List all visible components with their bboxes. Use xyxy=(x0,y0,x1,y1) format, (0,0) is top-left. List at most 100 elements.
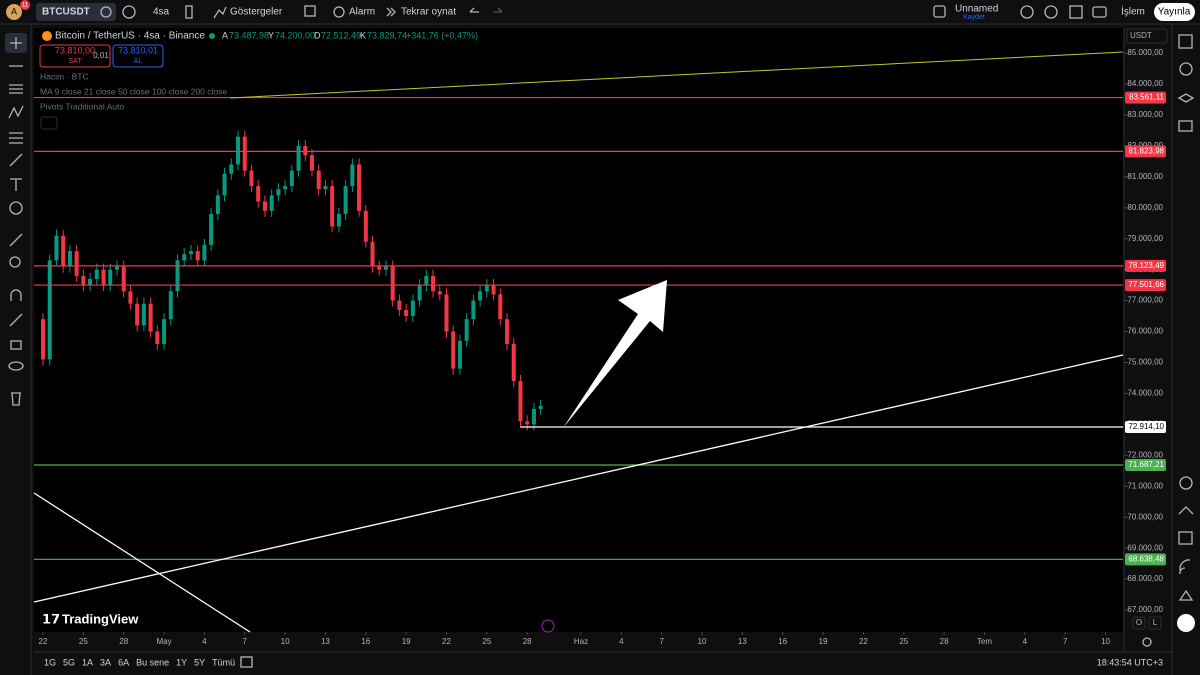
event-marker[interactable] xyxy=(541,619,555,633)
currency-select[interactable] xyxy=(1126,28,1168,44)
candle-body xyxy=(410,300,415,317)
range-button[interactable]: 3A xyxy=(100,657,111,667)
symbol: BTCUSDT xyxy=(42,7,90,18)
chart-type-icon[interactable] xyxy=(185,5,193,19)
interval[interactable]: 4sa xyxy=(153,7,170,18)
measure-tool[interactable] xyxy=(9,233,23,247)
quick-search[interactable] xyxy=(1020,5,1034,19)
candle-body xyxy=(236,136,241,165)
screener[interactable] xyxy=(1178,506,1194,515)
scale-button-box[interactable] xyxy=(1132,616,1146,630)
ideas[interactable] xyxy=(1179,476,1193,490)
y-tick-label: 74.000,00 xyxy=(1127,389,1163,398)
alert-button[interactable]: Alarm xyxy=(349,7,375,18)
range-button[interactable]: Bu sene xyxy=(136,657,169,667)
candle-body xyxy=(484,285,489,292)
candle-body xyxy=(491,285,496,295)
zoom-tool[interactable] xyxy=(9,256,21,268)
fib-tool[interactable] xyxy=(9,84,23,94)
ohlc-key: K xyxy=(360,30,366,40)
calendar[interactable] xyxy=(1178,531,1193,545)
scale-button[interactable]: L xyxy=(1153,618,1158,627)
candle-body xyxy=(40,319,46,360)
range-button[interactable]: 6A xyxy=(118,657,129,667)
alerts-panel[interactable] xyxy=(1179,62,1193,76)
candle-body xyxy=(121,266,126,292)
x-tick-label: 7 xyxy=(243,637,248,646)
range-button[interactable]: 5Y xyxy=(194,657,205,667)
x-tick-label: 19 xyxy=(819,637,828,646)
x-tick-label: 7 xyxy=(659,637,664,646)
level-label: 77.501,66 xyxy=(1128,280,1164,289)
chats[interactable] xyxy=(1178,120,1193,132)
x-tick-label: Haz xyxy=(574,637,588,646)
legend-title: Bitcoin / TetherUS · 4sa · Binance xyxy=(55,31,205,42)
white-trendline xyxy=(33,354,1124,603)
avatar[interactable] xyxy=(6,4,22,20)
help[interactable] xyxy=(1177,614,1195,632)
layouts-icon[interactable] xyxy=(304,5,316,17)
watchlist[interactable] xyxy=(1178,34,1193,49)
drawing-mode[interactable] xyxy=(9,313,23,327)
y-tick-label: 72.000,00 xyxy=(1127,450,1163,459)
data-window[interactable] xyxy=(1177,93,1195,103)
candle-body xyxy=(54,235,59,261)
layout-name[interactable]: Unnamed xyxy=(955,4,998,15)
delete-tool[interactable] xyxy=(11,392,21,406)
icon-tool[interactable] xyxy=(9,201,23,215)
candle-body xyxy=(471,300,476,320)
x-tick-label: 28 xyxy=(523,637,532,646)
range-button[interactable]: Tümü xyxy=(212,657,235,667)
visibility-tool[interactable] xyxy=(8,361,24,371)
fullscreen[interactable] xyxy=(1069,5,1083,19)
ohlc-key: A xyxy=(222,30,228,40)
add-symbol[interactable] xyxy=(122,5,136,19)
replay-button[interactable]: Tekrar oynat xyxy=(401,7,456,18)
range-button[interactable]: 1Y xyxy=(176,657,187,667)
notifications-panel[interactable] xyxy=(1178,589,1194,601)
redo[interactable] xyxy=(493,7,503,13)
layout-checkbox[interactable] xyxy=(933,5,946,18)
axis-settings[interactable] xyxy=(1142,637,1152,647)
sell-price: 73.810,00 xyxy=(55,45,95,55)
range-button[interactable]: 1A xyxy=(82,657,93,667)
undo[interactable] xyxy=(469,7,479,13)
indicators-button[interactable]: Göstergeler xyxy=(230,7,283,18)
magnet-tool[interactable] xyxy=(10,289,22,301)
goto-date[interactable] xyxy=(240,656,253,668)
buy-button[interactable] xyxy=(112,44,164,68)
scale-button[interactable]: O xyxy=(1136,618,1142,627)
pattern-tool[interactable] xyxy=(8,105,24,119)
collapse-legend[interactable] xyxy=(40,116,58,130)
avatar-letter: A xyxy=(11,6,17,16)
lock-tool[interactable] xyxy=(10,340,22,350)
symbol-search[interactable] xyxy=(36,3,116,21)
candle-body xyxy=(437,291,442,295)
candle-body xyxy=(417,285,422,301)
ohlc-value: 72.512,49 xyxy=(321,30,361,40)
forecast-tool[interactable] xyxy=(9,132,23,144)
snapshot[interactable] xyxy=(1092,6,1107,18)
indicator-volume: Hacim · BTC xyxy=(40,71,89,81)
range-button[interactable]: 5G xyxy=(63,657,75,667)
candle-body xyxy=(188,251,193,255)
candle-body xyxy=(457,340,462,369)
publish-button[interactable] xyxy=(1154,3,1195,21)
news[interactable] xyxy=(1179,559,1191,575)
text-tool[interactable] xyxy=(10,178,22,191)
x-tick-label: 16 xyxy=(361,637,370,646)
range-button[interactable]: 1G xyxy=(44,657,56,667)
candle-body xyxy=(128,291,133,304)
y-tick-label: 69.000,00 xyxy=(1127,543,1163,552)
candle-body xyxy=(61,235,66,267)
symbol-logo xyxy=(42,31,52,41)
settings[interactable] xyxy=(1044,5,1058,19)
candle-body xyxy=(444,294,449,332)
trade-button[interactable]: İşlem xyxy=(1121,5,1145,18)
y-tick-label: 67.000,00 xyxy=(1127,605,1163,614)
symbol-icon xyxy=(100,6,112,18)
scale-button-box[interactable] xyxy=(1148,616,1162,630)
sell-button[interactable] xyxy=(39,44,111,68)
brush-tool[interactable] xyxy=(9,153,23,167)
